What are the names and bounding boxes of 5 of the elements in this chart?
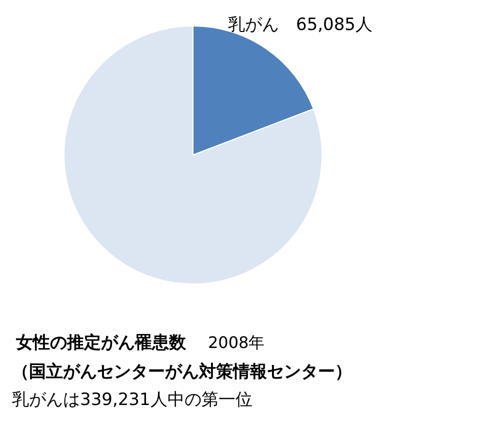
text: （国立がんセンターがん対策情報センター） [12,362,352,382]
text: 2008年 [208,333,265,352]
text: 女性の推定がん罹患数 [15,333,187,353]
text: 乳がんは339,231人中の第一位 [12,390,252,410]
slice-label: 乳がん 65,085人 [228,15,372,35]
